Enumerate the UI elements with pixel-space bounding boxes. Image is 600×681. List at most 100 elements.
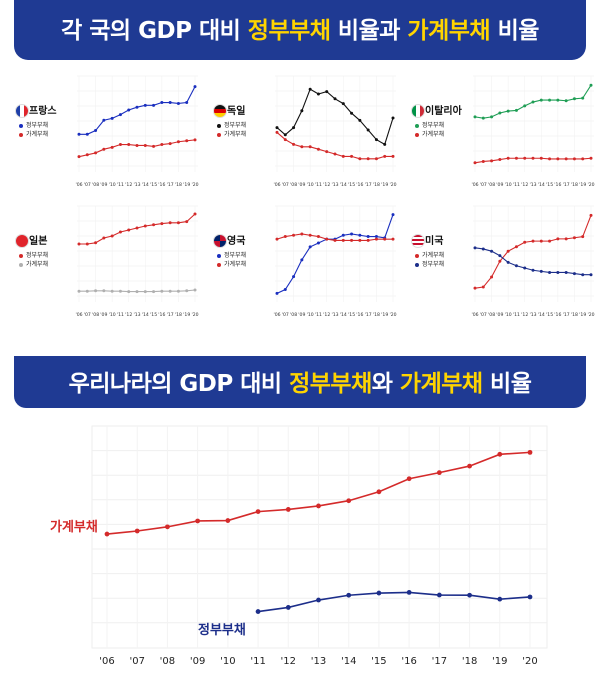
top-banner-title: 각 국의 GDP 대비 정부부채 비율과 가계부채 비율 (14, 0, 586, 60)
data-point (193, 85, 197, 89)
banner-highlight-household: 가계부채 (407, 18, 491, 44)
data-point (366, 128, 370, 132)
x-tick-label: '19 (381, 312, 388, 318)
legend-label: 정부부채 (422, 122, 445, 129)
data-point (376, 489, 382, 495)
data-point (118, 289, 122, 293)
x-tick-label: '11 (315, 312, 322, 318)
legend-dot (415, 132, 419, 137)
country-name: 이탈리아 (425, 106, 462, 117)
data-point (467, 592, 472, 598)
x-tick-label: '08 (92, 182, 99, 188)
data-point (127, 108, 131, 112)
x-tick-label: '19 (579, 312, 586, 318)
data-point (581, 96, 585, 100)
data-point (85, 132, 89, 136)
legend-label: 가계부채 (26, 261, 49, 268)
data-point (366, 238, 370, 242)
mini-chart-svg: '06'07'08'09'10'11'12'13'14'15'16'17'18 '… (471, 205, 595, 318)
legend-dot (217, 132, 221, 137)
data-point (165, 524, 170, 530)
data-point (531, 239, 535, 243)
data-point (185, 101, 189, 105)
data-point (325, 237, 329, 241)
data-point (498, 254, 502, 258)
data-point (374, 235, 378, 239)
x-tick-label: '16 (554, 182, 561, 188)
x-tick-label: '10 (109, 182, 116, 188)
flag-icon (15, 234, 29, 248)
x-tick-label: '07 (84, 182, 91, 188)
x-tick-label: '11 (250, 656, 265, 667)
x-tick-label: '08 (488, 182, 495, 188)
legend-label: 가계부채 (26, 131, 49, 138)
data-point (514, 245, 518, 249)
legend-dot (415, 123, 419, 128)
data-point (143, 224, 147, 228)
x-tick-label: '13 (133, 182, 140, 188)
x-tick-label: '11 (117, 182, 124, 188)
x-tick-label: '19 (183, 312, 190, 318)
x-tick-label: '13 (311, 656, 326, 667)
mini-chart-1: 프랑스 정부부채 가계부채 '06'07'08'09'10'11'12'13'14'1… (12, 62, 199, 192)
banner-mid-text-1: 우리나라의 GDP 대비 (68, 371, 290, 397)
banner-text-1: 각 국의 GDP 대비 (61, 18, 248, 44)
x-tick-label: '19 (579, 182, 586, 188)
data-point (176, 140, 180, 144)
x-tick-label: '12 (281, 656, 296, 667)
data-point (333, 238, 337, 242)
x-tick-label: '09 (496, 312, 503, 318)
x-tick-label: '07 (282, 312, 289, 318)
x-tick-label: '16 (158, 312, 165, 318)
data-point (391, 116, 395, 120)
data-point (152, 144, 156, 148)
data-point (316, 235, 320, 239)
mini-chart-3: 이탈리아 정부부채 가계부채 '06'07'08'09'10'11'12'13'14 '… (408, 62, 595, 192)
data-point (185, 289, 189, 293)
data-point (77, 289, 81, 293)
data-point (548, 239, 552, 243)
data-point (481, 285, 485, 289)
data-point (300, 145, 304, 149)
country-name: 독일 (227, 106, 246, 117)
legend-label: 정부부채 (224, 252, 247, 259)
korea-debt-chart: '06 '07 '08 '09 '10 '11 '12 '13 '14 '15 '16 '17 '18 '… (40, 424, 580, 674)
data-point (358, 157, 362, 161)
legend-label: 가계부채 (224, 131, 247, 138)
mini-chart-4: 일본 정부부채 가계부채 '06'07'08'09'10'11'12'13'14'15… (12, 192, 199, 322)
legend-dot (19, 132, 23, 137)
legend-entry: 정부부채 (415, 259, 444, 268)
data-point (589, 273, 593, 277)
data-point (255, 509, 261, 515)
legend-label: 정부부채 (26, 122, 49, 129)
x-tick-label: '09 (298, 182, 305, 188)
data-point (473, 286, 477, 290)
x-tick-label: '07 (480, 312, 487, 318)
flag-icon (213, 104, 227, 118)
x-tick-label: '20 (389, 312, 396, 318)
x-tick-label: '19 (183, 182, 190, 188)
data-point (316, 503, 321, 509)
data-point (135, 143, 139, 147)
x-tick-label: '15 (546, 312, 553, 318)
data-point (275, 291, 279, 295)
country-name: 일본 (29, 236, 48, 247)
data-point (285, 507, 291, 512)
data-point (564, 99, 568, 103)
data-point (572, 236, 576, 240)
data-point (110, 145, 114, 149)
data-point (358, 238, 362, 242)
data-point (498, 158, 502, 162)
legend-label: 정부부채 (422, 261, 445, 268)
banner-highlight-gov: 정부부채 (247, 18, 331, 44)
x-tick-label: '18 (175, 312, 182, 318)
x-tick-label: '20 (587, 182, 594, 188)
x-tick-label: '14 (341, 656, 356, 667)
mini-chart-svg: '06'07'08'09'10'11'12'13'14'15'16'17'18 '… (471, 75, 595, 188)
data-point (514, 108, 518, 112)
x-tick-label: '12 (125, 312, 132, 318)
x-tick-label: '09 (100, 182, 107, 188)
flag-icon (213, 234, 227, 248)
data-point (548, 98, 552, 102)
x-tick-label: '19 (492, 656, 507, 667)
